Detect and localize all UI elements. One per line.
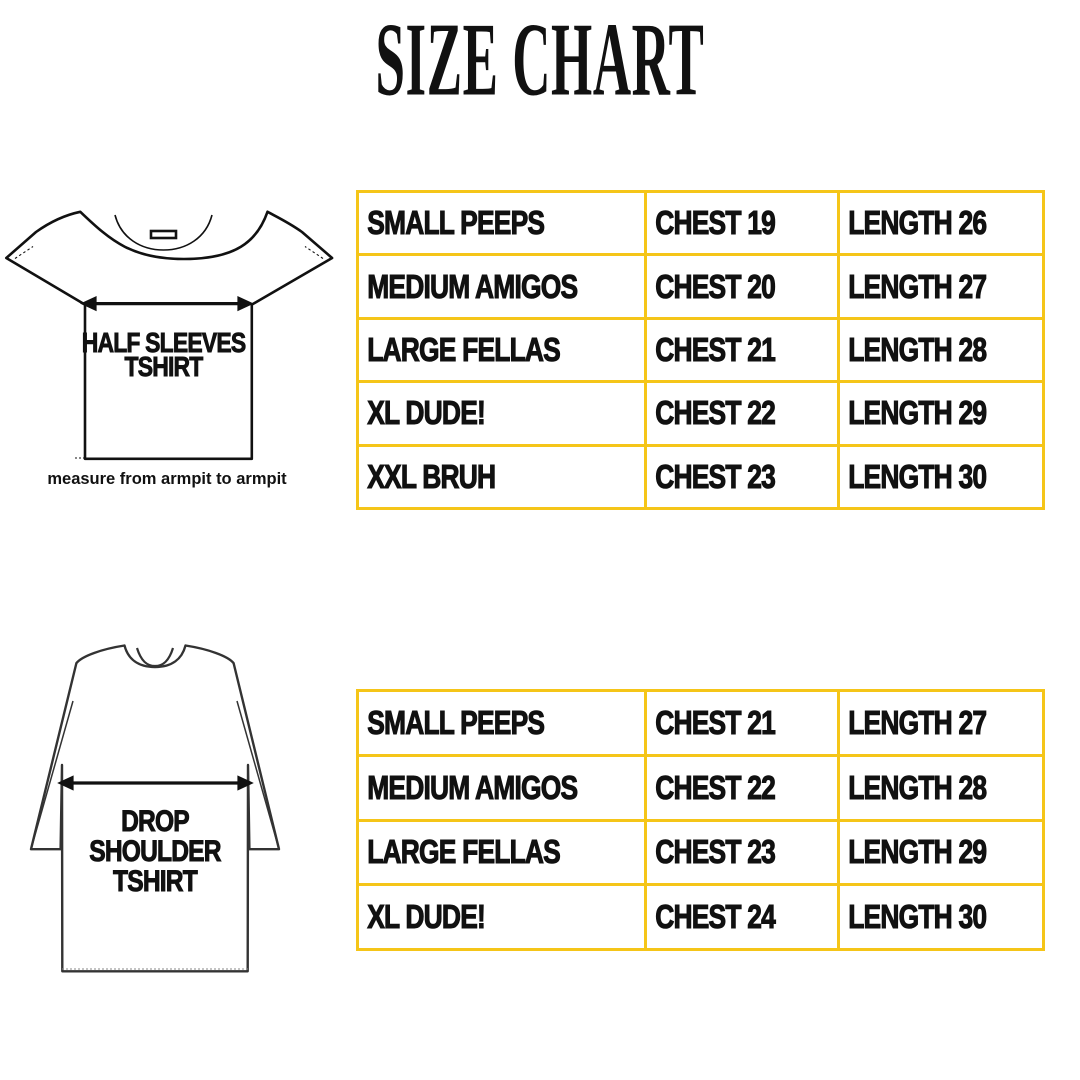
svg-text:SHOULDER: SHOULDER [89, 834, 221, 868]
svg-text:DROP: DROP [121, 804, 189, 838]
svg-text:measure from armpit to armpit: measure from armpit to armpit [47, 470, 287, 488]
svg-text:TSHIRT: TSHIRT [125, 352, 204, 383]
svg-text:TSHIRT: TSHIRT [113, 864, 198, 898]
